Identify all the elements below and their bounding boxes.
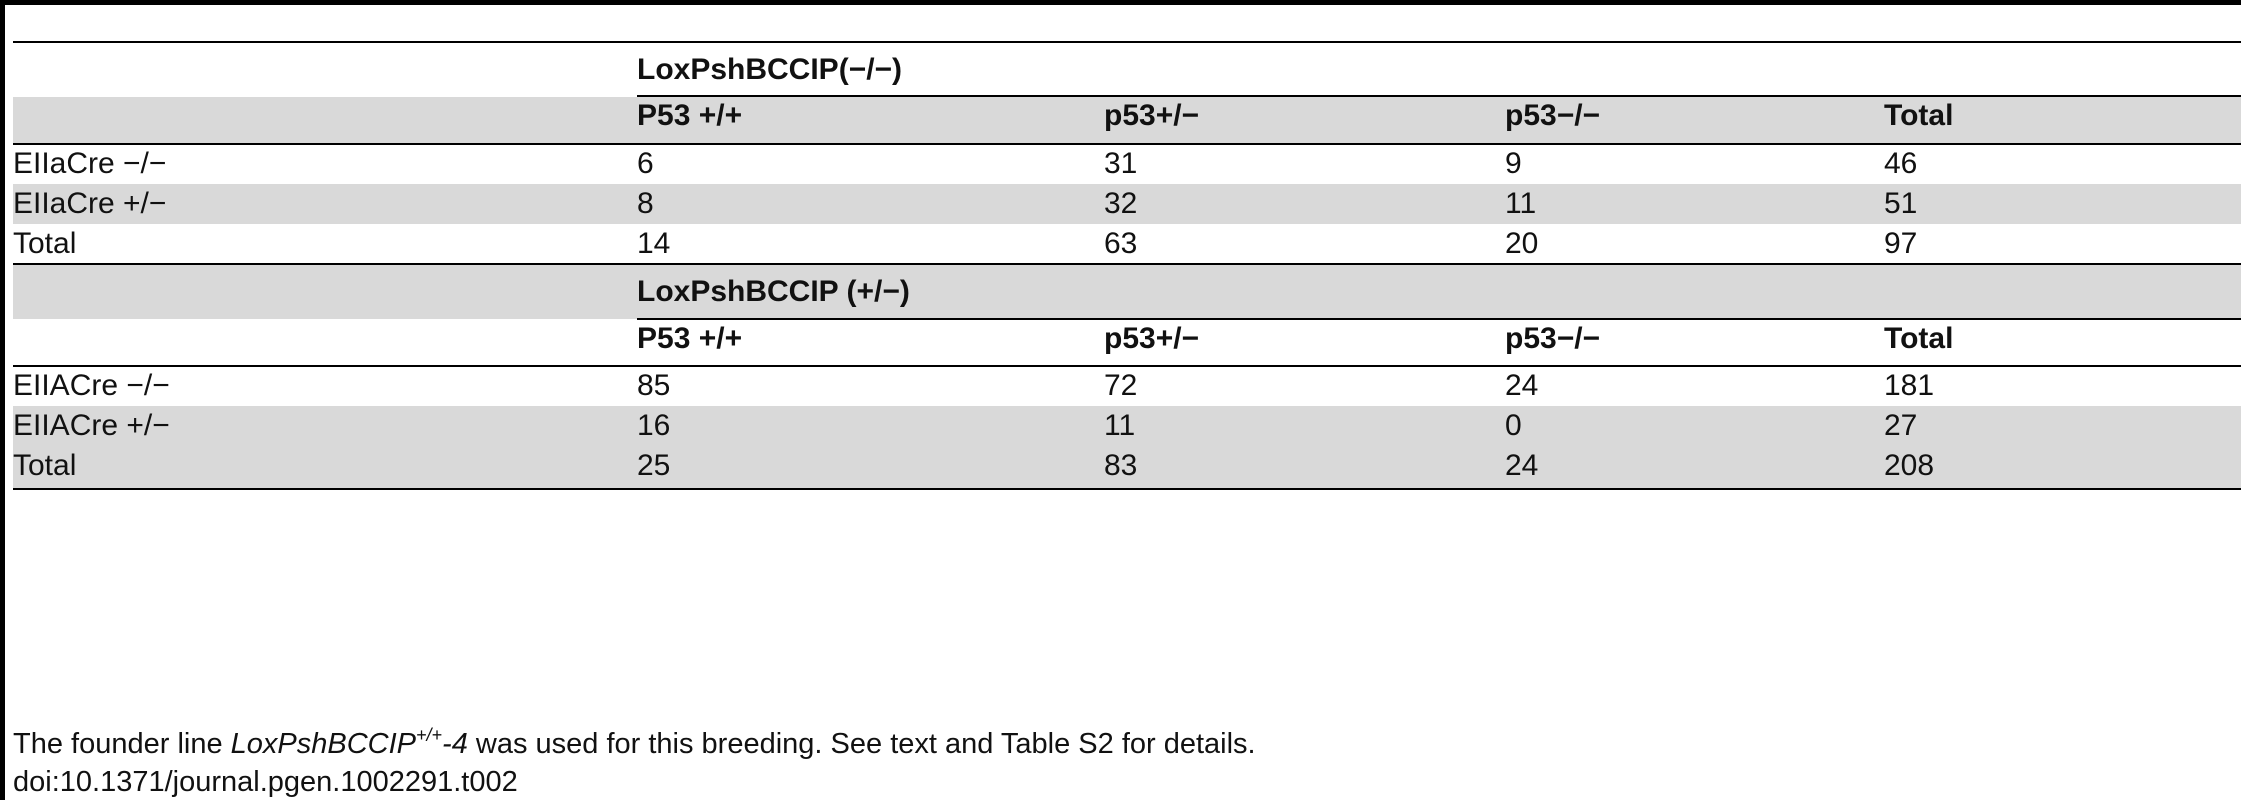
footnote-italic-base: LoxPshBCCIP <box>230 728 417 760</box>
row-label: EIIACre +/− <box>13 409 170 442</box>
rule-section2-header <box>13 365 2241 367</box>
row-label: EIIaCre −/− <box>13 147 167 180</box>
table-cell: 24 <box>1505 369 1539 402</box>
header-cell: Total <box>1884 99 1954 132</box>
footnote-prefix: The founder line <box>13 728 231 760</box>
header-cell: p53+/− <box>1104 99 1200 132</box>
footnote-italic-suffix: -4 <box>442 728 468 760</box>
doi-text[interactable]: doi:10.1371/journal.pgen.1002291.t002 <box>13 766 518 798</box>
section2-title-band <box>13 264 2241 319</box>
row-band-2-3 <box>13 446 2241 488</box>
row-label: Total <box>13 449 77 482</box>
table-cell: 6 <box>637 147 654 180</box>
table-cell: 25 <box>637 449 671 482</box>
table-footnote: The founder line LoxPshBCCIP+/+-4 was us… <box>13 725 1256 761</box>
rule-section1-header <box>13 143 2241 145</box>
rule-table-bottom <box>13 488 2241 490</box>
footnote-suffix: was used for this breeding. See text and… <box>467 728 1256 760</box>
section2-title: LoxPshBCCIP (+/−) <box>637 275 910 308</box>
header-cell: P53 +/+ <box>637 322 743 355</box>
table-cell: 11 <box>1505 187 1537 220</box>
table-cell: 9 <box>1505 147 1522 180</box>
row-band-2-1 <box>13 406 2241 446</box>
header-row-band-1 <box>13 97 2241 143</box>
table-cell: 8 <box>637 187 654 220</box>
table-cell: 11 <box>1104 409 1136 442</box>
rule-section1-title <box>637 95 2241 97</box>
table-cell: 14 <box>637 227 671 260</box>
header-cell: p53+/− <box>1104 322 1200 355</box>
row-label: EIIaCre +/− <box>13 187 167 220</box>
table-left-border <box>0 0 5 800</box>
row-band-1-2 <box>13 184 2241 224</box>
rule-top <box>13 41 2241 43</box>
table-cell: 63 <box>1104 227 1138 260</box>
table-cell: 27 <box>1884 409 1918 442</box>
table-cell: 16 <box>637 409 671 442</box>
header-cell: P53 +/+ <box>637 99 743 132</box>
footnote-italic-sup: +/+ <box>416 725 443 745</box>
rule-section1-bottom <box>13 263 2241 265</box>
header-cell: p53−/− <box>1505 99 1601 132</box>
header-cell: p53−/− <box>1505 322 1601 355</box>
table-top-border <box>0 0 2241 5</box>
table-cell: 32 <box>1104 187 1138 220</box>
table-cell: 46 <box>1884 147 1918 180</box>
table-cell: 83 <box>1104 449 1138 482</box>
row-label: EIIACre −/− <box>13 369 170 402</box>
table-cell: 24 <box>1505 449 1539 482</box>
table-cell: 72 <box>1104 369 1138 402</box>
rule-section2-title <box>637 318 2241 320</box>
table-cell: 31 <box>1104 147 1138 180</box>
table-cell: 85 <box>637 369 671 402</box>
table-cell: 51 <box>1884 187 1918 220</box>
table-cell: 208 <box>1884 449 1935 482</box>
table-cell: 181 <box>1884 369 1935 402</box>
header-cell: Total <box>1884 322 1954 355</box>
table-cell: 0 <box>1505 409 1522 442</box>
table-cell: 20 <box>1505 227 1539 260</box>
section1-title: LoxPshBCCIP(−/−) <box>637 53 903 86</box>
row-label: Total <box>13 227 77 260</box>
table-cell: 97 <box>1884 227 1918 260</box>
